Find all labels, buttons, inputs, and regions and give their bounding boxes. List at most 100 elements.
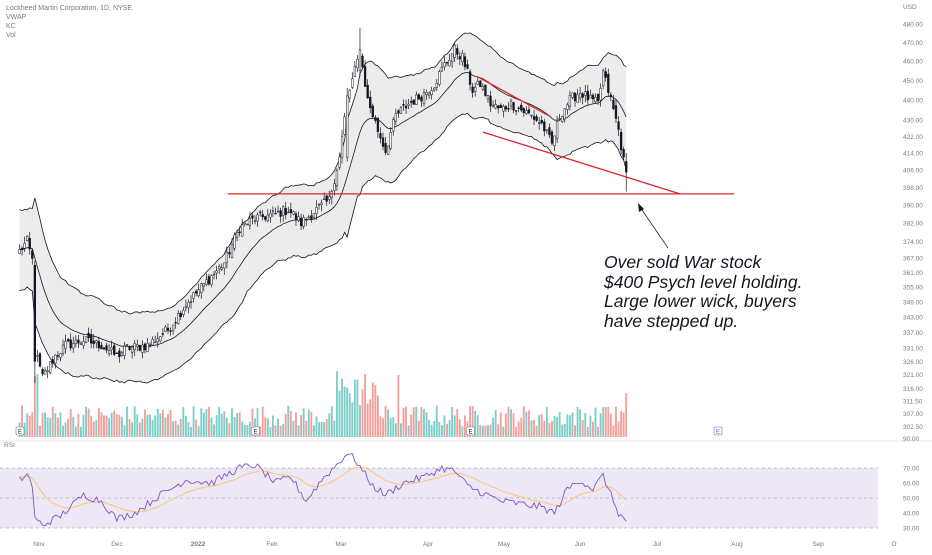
volume-bar	[282, 423, 285, 437]
candle-body	[235, 232, 239, 238]
volume-bar	[584, 413, 587, 437]
candle-body	[49, 361, 52, 373]
candle-body	[148, 344, 152, 346]
volume-bar	[241, 421, 244, 437]
candle	[520, 102, 523, 113]
candle	[235, 229, 239, 241]
volume-bar	[530, 420, 533, 437]
x-tick-label: Jul	[653, 541, 662, 548]
candle-body	[230, 244, 234, 258]
price-tick-label: 316.00	[903, 386, 923, 393]
volume-bar	[366, 403, 369, 437]
price-tick-label: 430.00	[903, 117, 923, 124]
volume-bar	[85, 406, 88, 437]
candle	[210, 274, 213, 288]
volume-bar	[307, 409, 310, 437]
candle	[141, 340, 144, 359]
candle-body	[317, 204, 321, 206]
volume-bar	[156, 408, 159, 437]
candle	[525, 106, 528, 115]
candle	[274, 207, 277, 215]
candle-body	[38, 353, 42, 367]
candle	[95, 339, 98, 349]
candle	[338, 152, 341, 170]
candle-body	[113, 345, 116, 355]
candle	[72, 336, 75, 353]
candle-body	[223, 262, 226, 269]
price-tick-label: 311.50	[903, 398, 923, 405]
candle	[148, 342, 152, 348]
candle	[192, 291, 195, 303]
candle	[445, 61, 449, 67]
candle	[136, 339, 139, 352]
rsi-line	[19, 452, 627, 527]
candle	[154, 335, 157, 344]
candle-body	[90, 334, 93, 344]
candle	[625, 152, 628, 192]
candle	[182, 306, 185, 318]
volume-bar	[136, 414, 139, 437]
volume-bar	[538, 415, 541, 437]
volume-bar	[108, 418, 111, 437]
candle-body	[84, 336, 88, 343]
candle-body	[179, 312, 182, 317]
candle	[248, 211, 252, 230]
candle	[325, 194, 328, 206]
candle	[386, 145, 390, 155]
earnings-marker-label: E	[469, 430, 473, 436]
candle-body	[77, 339, 80, 344]
earnings-marker-box	[466, 426, 475, 436]
volume-bar	[213, 424, 216, 437]
annotation-line-3: Large lower wick, buyers	[604, 291, 797, 311]
candle	[399, 106, 403, 114]
candle	[340, 129, 344, 164]
volume-bar	[195, 419, 198, 437]
volume-bar	[79, 426, 82, 437]
candle	[333, 178, 336, 196]
candle	[110, 340, 113, 356]
candle	[100, 341, 103, 350]
candle-body	[54, 354, 57, 364]
candle	[102, 346, 106, 351]
volume-bar	[184, 415, 187, 437]
candle-body	[294, 213, 298, 220]
price-tick-label: 450.00	[903, 78, 923, 85]
candle-body	[512, 102, 515, 111]
candle	[335, 167, 339, 191]
candle-body	[376, 117, 380, 132]
candle-body	[494, 104, 497, 109]
candle-body	[225, 251, 229, 264]
price-tick-label: 374.00	[903, 239, 923, 246]
volume-bar	[510, 409, 512, 437]
candle-body	[271, 210, 275, 212]
candle-body	[397, 110, 400, 114]
candle-body	[64, 341, 67, 349]
volume-bar	[297, 425, 300, 437]
candle-body	[66, 339, 70, 342]
volume-bar	[82, 414, 85, 437]
volume-bar	[228, 423, 231, 437]
candle-body	[159, 336, 162, 342]
volume-bar	[415, 406, 418, 437]
candle	[120, 350, 124, 357]
volume-bar	[243, 424, 246, 437]
candle	[612, 94, 615, 111]
candle-body	[430, 90, 433, 95]
volume-bar	[146, 414, 149, 437]
candle-body	[133, 343, 136, 350]
candle-body	[410, 101, 413, 103]
candle	[282, 205, 285, 222]
candle-body	[609, 94, 613, 98]
volume-bar	[438, 421, 441, 437]
candle	[461, 50, 464, 66]
candle	[353, 61, 357, 78]
candle-body	[36, 355, 39, 357]
candle	[105, 342, 108, 354]
candle	[261, 210, 264, 221]
candle	[38, 352, 42, 368]
candle-body	[440, 67, 444, 72]
candle-body	[246, 223, 249, 226]
candle-body	[384, 143, 387, 153]
volume-bar	[412, 407, 415, 437]
candle	[481, 83, 485, 91]
